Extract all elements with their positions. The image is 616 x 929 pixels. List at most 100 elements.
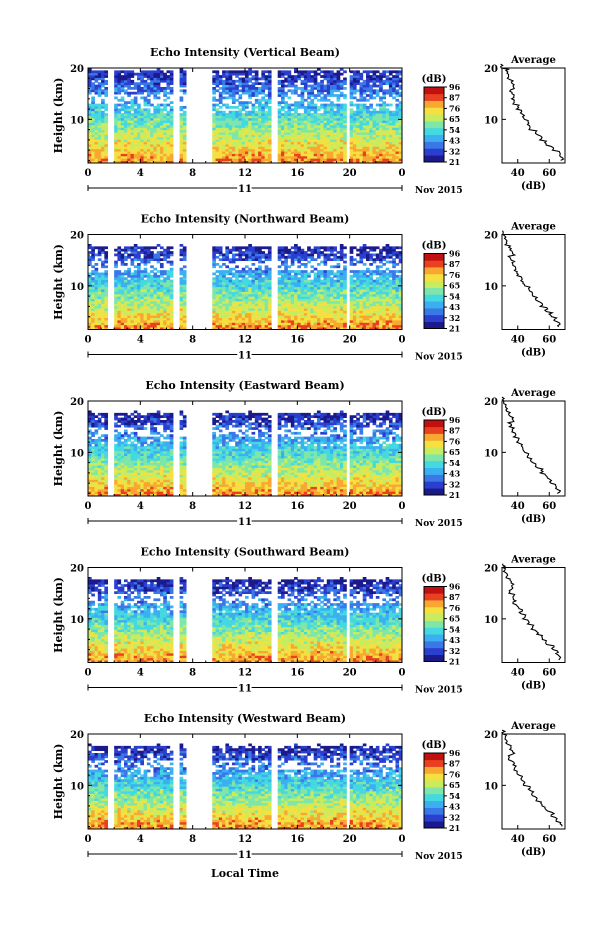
- heatmap-cell: [356, 277, 360, 281]
- heatmap-cell: [159, 258, 164, 262]
- heatmap-cell: [235, 87, 239, 90]
- heatmap-cell: [297, 272, 301, 276]
- heatmap-cell: [307, 77, 311, 81]
- heatmap-cell: [123, 136, 128, 140]
- heatmap-cell: [130, 132, 135, 135]
- heatmap-cell: [336, 103, 341, 107]
- heatmap-cell: [320, 115, 324, 119]
- heatmap-cell: [330, 82, 334, 86]
- heatmap-cell: [143, 286, 148, 290]
- heatmap-cell: [179, 286, 184, 290]
- heatmap-cell: [101, 155, 105, 159]
- heatmap-cell: [143, 298, 148, 302]
- heatmap-cell: [150, 127, 154, 131]
- heatmap-cell: [130, 286, 135, 290]
- heatmap-cell: [101, 70, 105, 74]
- heatmap-cell: [303, 251, 308, 254]
- heatmap-cell: [153, 315, 158, 319]
- heatmap-cell: [215, 255, 220, 259]
- heatmap-cell: [235, 106, 239, 109]
- heatmap-cell: [382, 110, 387, 114]
- heatmap-cell: [101, 151, 105, 154]
- heatmap-cell: [372, 113, 377, 116]
- heatmap-cell: [280, 70, 285, 74]
- heatmap-cell: [284, 72, 288, 76]
- heatmap-cell: [336, 303, 341, 307]
- heatmap-cell: [88, 155, 92, 159]
- heatmap-cell: [326, 106, 331, 109]
- heatmap-cell: [290, 260, 295, 264]
- heatmap-cell: [228, 160, 233, 164]
- heatmap-cell: [339, 122, 344, 126]
- heatmap-cell: [267, 144, 272, 147]
- heatmap-cell: [316, 141, 321, 145]
- heatmap-cell: [359, 89, 364, 93]
- heatmap-cell: [150, 132, 154, 135]
- heatmap-cell: [264, 270, 269, 273]
- heatmap-cell: [398, 108, 403, 112]
- heatmap-cell: [120, 106, 125, 109]
- heatmap-cell: [352, 296, 357, 300]
- heatmap-cell: [114, 286, 118, 290]
- heatmap-cell: [97, 141, 102, 145]
- heatmap-cell: [225, 153, 230, 157]
- heatmap-cell: [123, 293, 128, 297]
- heatmap-cell: [228, 132, 233, 135]
- heatmap-cell: [294, 151, 298, 154]
- heatmap-cell: [130, 115, 135, 119]
- heatmap-cell: [235, 115, 239, 119]
- heatmap-cell: [349, 108, 354, 112]
- colorbar-swatch: [424, 141, 444, 149]
- heatmap-cell: [395, 153, 400, 157]
- heatmap-cell: [104, 117, 109, 121]
- heatmap-cell: [359, 282, 364, 285]
- heatmap-cell: [254, 132, 259, 135]
- heatmap-cell: [303, 282, 308, 285]
- heatmap-cell: [392, 127, 396, 131]
- heatmap-cell: [284, 255, 288, 259]
- heatmap-cell: [369, 94, 373, 97]
- heatmap-cell: [97, 315, 102, 319]
- heatmap-cell: [294, 286, 298, 290]
- heatmap-cell: [127, 158, 131, 162]
- heatmap-cell: [375, 158, 380, 162]
- heatmap-cell: [339, 274, 344, 278]
- heatmap-cell: [88, 263, 92, 266]
- heatmap-cell: [212, 317, 216, 321]
- heatmap-cell: [359, 322, 364, 326]
- heatmap-cell: [156, 312, 161, 316]
- heatmap-cell: [225, 291, 230, 295]
- heatmap-cell: [218, 79, 223, 83]
- heatmap-cell: [310, 322, 315, 326]
- heatmap-cell: [169, 108, 174, 112]
- heatmap-cell: [248, 258, 252, 262]
- heatmap-cell: [169, 272, 174, 276]
- heatmap-cell: [379, 110, 383, 114]
- heatmap-cell: [231, 303, 236, 307]
- heatmap-cell: [359, 258, 364, 262]
- heatmap-cell: [280, 272, 285, 276]
- heatmap-cell: [101, 84, 105, 88]
- heatmap-cell: [182, 110, 187, 114]
- heatmap-cell: [150, 315, 154, 319]
- heatmap-cell: [146, 310, 151, 314]
- heatmap-cell: [123, 322, 128, 326]
- heatmap-cell: [146, 315, 151, 319]
- heatmap-cell: [241, 277, 246, 281]
- heatmap-cell: [140, 75, 144, 78]
- heatmap-cell: [88, 82, 92, 86]
- heatmap-cell: [336, 263, 341, 266]
- heatmap-cell: [343, 136, 347, 140]
- heatmap-cell: [277, 75, 282, 78]
- heatmap-cell: [369, 117, 373, 121]
- heatmap-cell: [218, 327, 223, 330]
- heatmap-cell: [349, 153, 354, 157]
- heatmap-cell: [323, 72, 328, 76]
- heatmap-cell: [310, 129, 315, 133]
- heatmap-cell: [235, 272, 239, 276]
- heatmap-cell: [356, 317, 360, 321]
- heatmap-cell: [225, 77, 230, 81]
- heatmap-cell: [352, 279, 357, 283]
- heatmap-cell: [91, 155, 95, 159]
- heatmap-cell: [267, 141, 272, 145]
